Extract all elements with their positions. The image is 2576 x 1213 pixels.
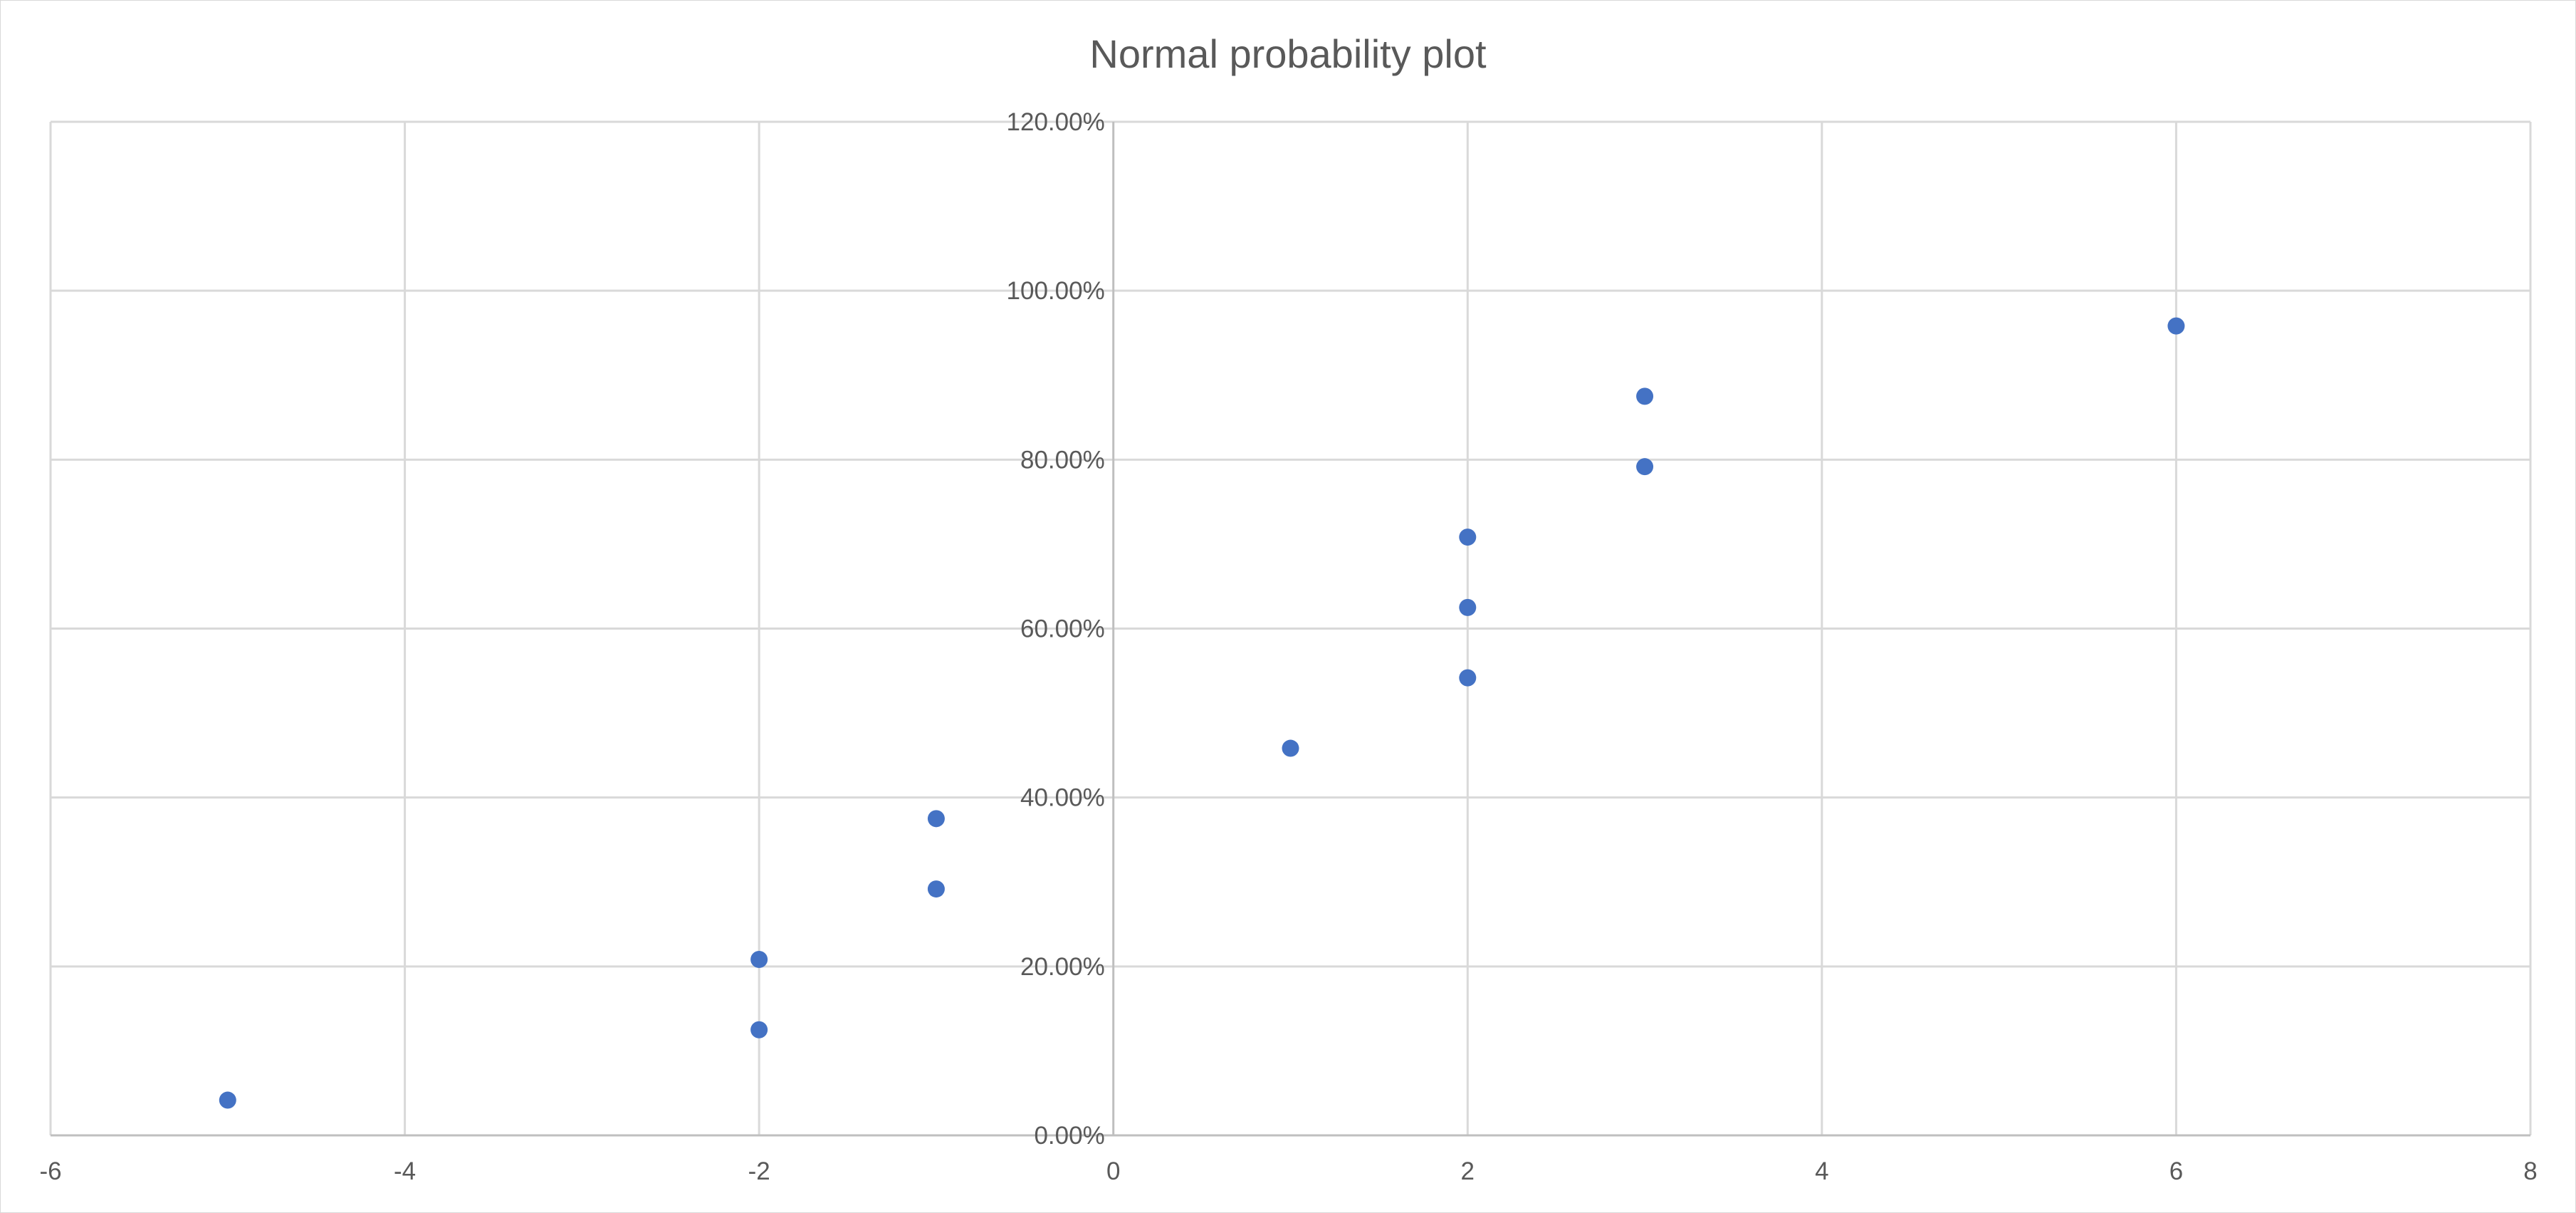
x-tick-label: 0 [1106,1157,1120,1185]
x-tick-label: -2 [748,1157,770,1185]
y-tick-label: 60.00% [1020,615,1105,643]
axes [51,122,2530,1137]
data-point [927,810,945,828]
x-tick-label: 8 [2523,1157,2537,1185]
data-point [219,1091,236,1109]
y-tick-label: 20.00% [1020,953,1105,981]
data-point [927,880,945,898]
chart-title: Normal probability plot [1089,31,1487,76]
data-point [1459,598,1477,616]
x-tick-label: 4 [1815,1157,1828,1185]
data-point [2167,317,2185,335]
data-point [750,1021,768,1038]
data-point [1636,458,1654,476]
y-tick-label: 120.00% [1007,108,1105,136]
y-tick-label: 0.00% [1034,1122,1104,1150]
data-point [1459,529,1477,546]
y-tick-label: 80.00% [1020,446,1105,474]
data-point [1459,669,1477,687]
x-tick-label: 2 [1461,1157,1475,1185]
data-point [750,950,768,968]
data-point [1282,739,1299,757]
y-tick-label: 40.00% [1020,784,1105,812]
x-tick-label: -6 [39,1157,61,1185]
data-point [1636,387,1654,405]
x-tick-label: -4 [394,1157,416,1185]
gridlines [49,120,2532,1135]
tick-labels: -6 -4 -2 0 2 4 6 80.00%20.00%40.00%60.00%80.00%… [39,108,2537,1185]
data-points [219,317,2185,1109]
y-tick-label: 100.00% [1007,277,1105,305]
x-tick-label: 6 [2169,1157,2183,1185]
